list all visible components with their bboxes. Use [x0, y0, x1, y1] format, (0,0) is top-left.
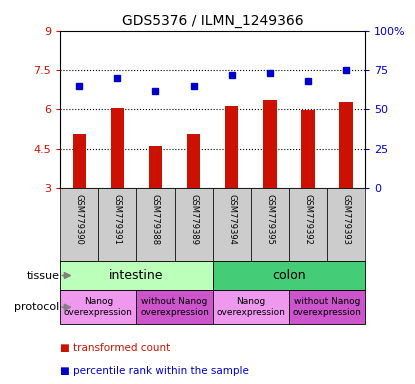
Text: Nanog
overexpression: Nanog overexpression	[64, 298, 133, 317]
Title: GDS5376 / ILMN_1249366: GDS5376 / ILMN_1249366	[122, 14, 303, 28]
Bar	[212, 290, 289, 324]
Bar	[187, 134, 200, 188]
Bar	[301, 110, 315, 188]
Bar	[327, 188, 365, 261]
Bar	[212, 188, 251, 261]
Text: colon: colon	[272, 269, 306, 282]
Bar	[111, 108, 124, 188]
Bar	[289, 290, 365, 324]
Text: GSM779394: GSM779394	[227, 194, 236, 245]
Text: GSM779388: GSM779388	[151, 194, 160, 245]
Text: without Nanog
overexpression: without Nanog overexpression	[293, 298, 361, 317]
Text: ■ transformed count: ■ transformed count	[60, 343, 171, 353]
Text: GSM779392: GSM779392	[303, 194, 312, 245]
Bar	[263, 100, 276, 188]
Bar	[73, 134, 86, 188]
Text: tissue: tissue	[27, 270, 59, 281]
Bar	[149, 146, 162, 188]
Bar	[60, 188, 98, 261]
Bar	[98, 188, 137, 261]
Bar	[212, 261, 365, 290]
Text: GSM779390: GSM779390	[75, 194, 84, 245]
Bar	[60, 261, 212, 290]
Bar	[251, 188, 289, 261]
Text: without Nanog
overexpression: without Nanog overexpression	[140, 298, 209, 317]
Bar	[175, 188, 213, 261]
Bar	[137, 290, 212, 324]
Text: GSM779395: GSM779395	[265, 194, 274, 245]
Text: Nanog
overexpression: Nanog overexpression	[216, 298, 285, 317]
Bar	[137, 188, 175, 261]
Bar	[225, 106, 239, 188]
Text: GSM779393: GSM779393	[342, 194, 351, 245]
Bar	[289, 188, 327, 261]
Text: GSM779389: GSM779389	[189, 194, 198, 245]
Text: intestine: intestine	[109, 269, 164, 282]
Bar	[60, 290, 137, 324]
Bar	[339, 102, 353, 188]
Text: ■ percentile rank within the sample: ■ percentile rank within the sample	[60, 366, 249, 376]
Text: protocol: protocol	[14, 302, 59, 312]
Text: GSM779391: GSM779391	[113, 194, 122, 245]
